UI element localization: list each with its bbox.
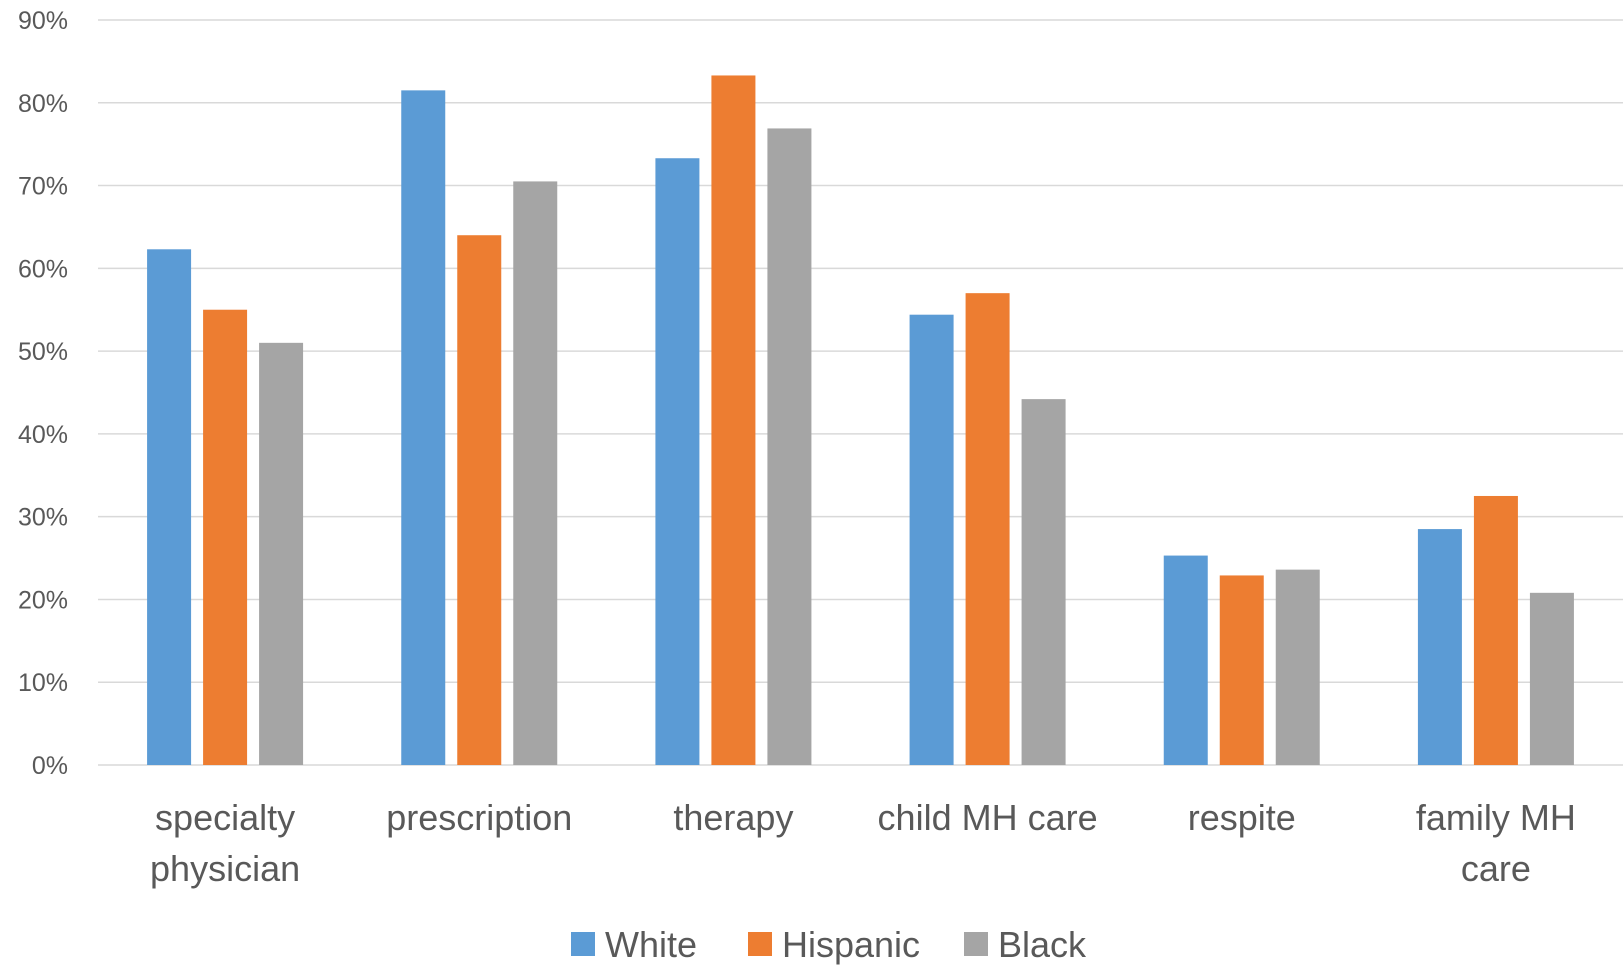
- x-axis-category-labels: specialty physician prescription therapy chi…: [150, 797, 1576, 889]
- bar-white-5: [1163, 555, 1208, 765]
- bar-hispanic-4: [965, 293, 1010, 765]
- bar-black-6: [1529, 592, 1574, 765]
- y-tick-label: 90%: [18, 7, 68, 35]
- y-tick-label: 30%: [18, 504, 68, 532]
- y-tick-label: 40%: [18, 421, 68, 449]
- bar-black-4: [1021, 399, 1066, 765]
- legend-label-black: Black: [998, 924, 1087, 965]
- legend: White Hispanic Black: [571, 924, 1087, 965]
- y-tick-label: 10%: [18, 669, 68, 697]
- y-tick-label: 80%: [18, 90, 68, 118]
- bar-white-3: [655, 158, 700, 765]
- x-category-label: respite: [1188, 797, 1296, 838]
- bar-white-4: [909, 314, 954, 765]
- x-category-label: family MH care: [1416, 797, 1576, 889]
- bar-black-3: [767, 128, 812, 765]
- y-tick-label: 60%: [18, 255, 68, 283]
- bar-hispanic-3: [711, 75, 756, 765]
- bar-white-2: [401, 90, 446, 766]
- bar-hispanic-5: [1219, 575, 1264, 765]
- x-category-label: specialty physician: [150, 797, 300, 889]
- y-tick-label: 20%: [18, 586, 68, 614]
- y-tick-label: 70%: [18, 173, 68, 201]
- bar-hispanic-2: [457, 235, 502, 765]
- x-category-label: child MH care: [878, 797, 1098, 838]
- gridlines: [98, 19, 1623, 766]
- bar-black-2: [513, 181, 558, 765]
- x-category-label: prescription: [386, 797, 572, 838]
- legend-swatch-hispanic: [748, 932, 772, 956]
- x-category-label: therapy: [673, 797, 793, 838]
- bar-hispanic-1: [203, 309, 248, 765]
- bar-white-1: [147, 249, 192, 766]
- legend-swatch-white: [571, 932, 595, 956]
- y-axis-tick-labels: 0% 10% 20% 30% 40% 50% 60% 70% 80% 90%: [18, 7, 68, 780]
- bar-white-6: [1417, 529, 1462, 765]
- y-tick-label: 50%: [18, 338, 68, 366]
- legend-label-white: White: [605, 924, 697, 965]
- bar-hispanic-6: [1473, 495, 1518, 765]
- legend-label-hispanic: Hispanic: [782, 924, 920, 965]
- bar-black-1: [259, 342, 304, 765]
- y-tick-label: 0%: [32, 752, 68, 780]
- legend-swatch-black: [964, 932, 988, 956]
- bar-black-5: [1275, 569, 1320, 765]
- bars: [147, 75, 1574, 766]
